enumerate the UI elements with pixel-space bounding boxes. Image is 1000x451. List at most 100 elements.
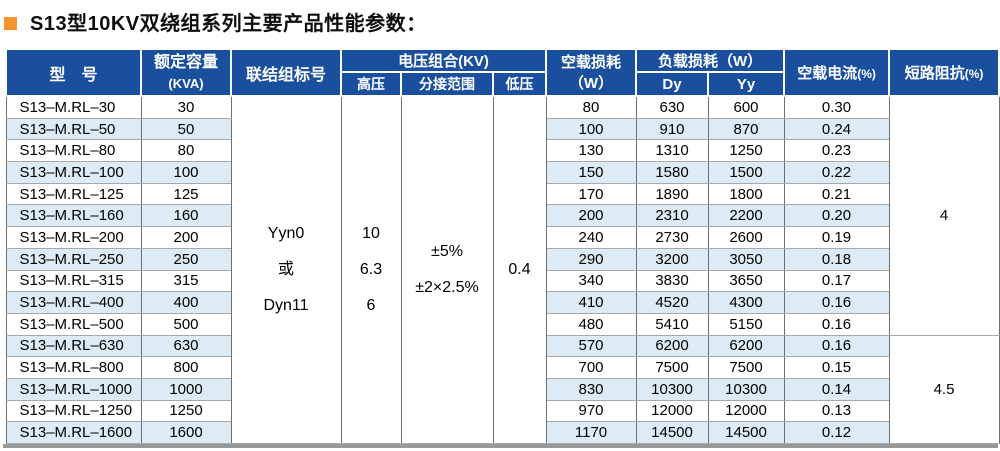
cell-kva: 250 (140, 247, 232, 271)
cell-no-load-current: 0.18 (783, 247, 890, 271)
table-row: S13–M.RL–500 500 480 5410 5150 0.16 (5, 312, 999, 336)
cell-load-loss-yy: 7500 (707, 356, 785, 379)
cell-no-load-current: 0.19 (783, 226, 890, 249)
header-connection: 联结组标号 (230, 48, 342, 97)
cell-load-loss-yy: 4300 (707, 291, 785, 314)
table-header: 型 号 额定容量 (KVA) 联结组标号 电压组合(KV) 空载损耗 （W） 负… (5, 48, 1000, 97)
cell-no-load-current: 0.15 (783, 356, 890, 379)
header-tap-range: 分接范围 (400, 71, 494, 97)
header-capacity: 额定容量 (KVA) (140, 48, 232, 97)
header-dy: Dy (635, 71, 710, 97)
cell-no-load-loss: 130 (545, 139, 637, 163)
cell-no-load-current: 0.24 (783, 117, 890, 141)
cell-no-load-loss: 200 (545, 204, 637, 228)
cell-no-load-loss: 570 (545, 334, 637, 358)
cell-load-loss-yy: 1800 (707, 182, 785, 206)
cell-no-load-current: 0.13 (783, 399, 890, 423)
cell-load-loss-dy: 7500 (635, 356, 709, 379)
table-body: S13–M.RL–30 30 Yyn0 或 Dyn11 10 6.3 6 ±5% ±2×2.5% 0… (5, 95, 1000, 445)
table-row: S13–M.RL–200 200 240 2730 2600 0.19 (5, 226, 999, 249)
table-row: S13–M.RL–1600 1600 1170 14500 14500 0.12 (5, 421, 999, 444)
cell-no-load-current: 0.22 (783, 161, 890, 184)
header-capacity-unit: (KVA) (168, 75, 204, 91)
cell-kva: 1600 (140, 421, 232, 444)
cell-connection-group-line: Dyn11 (263, 297, 309, 314)
table-row: S13–M.RL–1000 1000 830 10300 10300 0.14 (5, 377, 999, 401)
cell-model: S13–M.RL–1250 (5, 399, 142, 423)
cell-kva: 630 (140, 334, 232, 358)
cell-no-load-current: 0.16 (783, 291, 890, 314)
cell-hv-line: 10 (362, 225, 380, 242)
cell-no-load-loss: 240 (545, 226, 637, 249)
table-row: S13–M.RL–125 125 170 1890 1800 0.21 (5, 182, 999, 206)
cell-no-load-loss: 830 (545, 377, 637, 401)
cell-no-load-loss: 410 (545, 291, 637, 314)
cell-load-loss-dy: 3200 (635, 247, 709, 271)
cell-load-loss-dy: 910 (635, 117, 709, 141)
cell-model: S13–M.RL–1000 (5, 377, 142, 401)
cell-model: S13–M.RL–400 (5, 291, 142, 314)
table-row: S13–M.RL–80 80 130 1310 1250 0.23 (5, 139, 999, 163)
table-row: S13–M.RL–630 630 570 6200 6200 0.16 4.5 (5, 334, 1000, 445)
table-row: S13–M.RL–100 100 150 1580 1500 0.22 (5, 161, 999, 184)
header-no-load-current: 空载电流(%) (783, 48, 891, 97)
cell-load-loss-dy: 1580 (635, 161, 709, 184)
cell-kva: 160 (140, 204, 232, 228)
table-bottom-shadow (3, 444, 998, 448)
cell-no-load-current: 0.14 (783, 377, 890, 401)
cell-load-loss-dy: 4520 (635, 291, 709, 314)
cell-kva: 400 (140, 291, 232, 314)
cell-no-load-loss: 150 (545, 161, 637, 184)
cell-kva: 125 (140, 182, 232, 206)
cell-no-load-loss: 480 (545, 312, 637, 336)
cell-lv: 0.4 (492, 95, 547, 444)
cell-load-loss-dy: 14500 (635, 421, 709, 444)
cell-connection-group-line: Yyn0 (267, 225, 305, 242)
cell-no-load-loss: 1170 (545, 421, 637, 444)
cell-load-loss-yy: 12000 (707, 399, 785, 423)
page-title-row: S13型10KV双绕组系列主要产品性能参数： (4, 7, 427, 36)
cell-model: S13–M.RL–125 (5, 182, 142, 206)
cell-load-loss-dy: 12000 (635, 399, 709, 423)
header-load-loss: 负载损耗（W） (635, 48, 786, 73)
cell-load-loss-yy: 1500 (707, 161, 785, 184)
cell-load-loss-dy: 10300 (635, 377, 709, 401)
cell-no-load-loss: 340 (545, 269, 637, 293)
header-no-load-loss: 空载损耗 （W） (545, 48, 638, 97)
cell-tap-range-line: ±5% (431, 243, 463, 260)
cell-load-loss-dy: 2310 (635, 204, 709, 228)
table-row: S13–M.RL–30 30 Yyn0 或 Dyn11 10 6.3 6 ±5% ±2×2.5% 0… (5, 95, 1000, 444)
cell-no-load-loss: 80 (545, 95, 637, 119)
cell-load-loss-yy: 5150 (707, 312, 785, 336)
spec-table-wrap: 型 号 额定容量 (KVA) 联结组标号 电压组合(KV) 空载损耗 （W） 负… (5, 48, 1000, 445)
table-row: S13–M.RL–800 800 700 7500 7500 0.15 (5, 356, 999, 379)
cell-load-loss-yy: 2200 (707, 204, 785, 228)
table-row: S13–M.RL–1250 1250 970 12000 12000 0.13 (5, 399, 999, 423)
cell-tap-range: ±5% ±2×2.5% (400, 95, 494, 444)
cell-load-loss-dy: 630 (635, 95, 709, 119)
cell-load-loss-yy: 1250 (707, 139, 785, 163)
cell-kva: 50 (140, 117, 232, 141)
cell-model: S13–M.RL–30 (5, 95, 142, 119)
cell-no-load-loss: 970 (545, 399, 637, 423)
cell-tap-range-line: ±2×2.5% (415, 279, 479, 296)
table-row: S13–M.RL–250 250 290 3200 3050 0.18 (5, 247, 999, 271)
cell-load-loss-dy: 1310 (635, 139, 709, 163)
cell-hv-line: 6 (366, 297, 376, 314)
cell-model: S13–M.RL–160 (5, 204, 142, 228)
cell-kva: 1000 (140, 377, 232, 401)
header-no-load-loss-line1: 空载损耗 (561, 53, 622, 71)
header-lv: 低压 (491, 71, 548, 97)
cell-no-load-loss: 290 (545, 247, 637, 271)
cell-model: S13–M.RL–500 (5, 312, 142, 336)
cell-impedance: 4.5 (888, 334, 1000, 445)
cell-load-loss-yy: 14500 (707, 421, 785, 444)
cell-model: S13–M.RL–200 (5, 226, 142, 249)
cell-model: S13–M.RL–250 (5, 247, 142, 271)
cell-no-load-loss: 170 (545, 182, 637, 206)
cell-model: S13–M.RL–100 (5, 161, 142, 184)
cell-load-loss-dy: 6200 (635, 334, 709, 358)
header-capacity-line1: 额定容量 (153, 54, 218, 72)
table-row: S13–M.RL–315 315 340 3830 3650 0.17 (5, 269, 999, 293)
header-impedance-unit: (%) (964, 67, 984, 81)
